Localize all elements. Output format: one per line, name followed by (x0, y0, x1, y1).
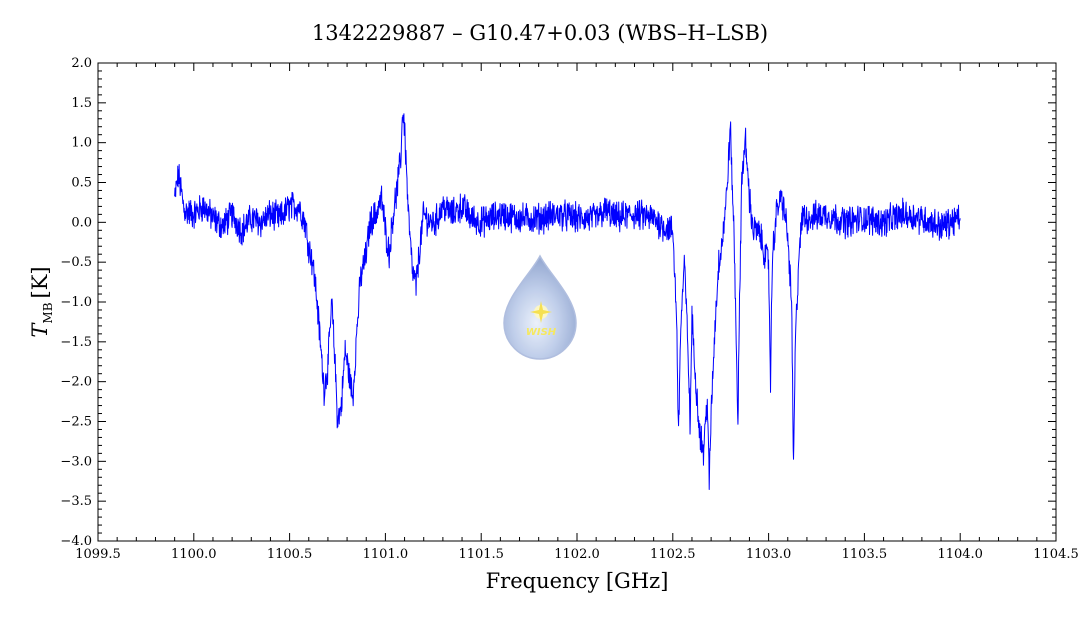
wish-logo-icon: WISH (503, 254, 577, 360)
series-group (174, 113, 961, 490)
x-axis-label: Frequency [GHz] (486, 569, 669, 593)
y-tick-label: −2.5 (60, 415, 92, 430)
x-tick-label: 1102.5 (650, 547, 696, 562)
y-tick-label: 0.0 (71, 215, 92, 230)
x-tick-label: 1104.5 (1033, 547, 1079, 562)
wish-logo-text: WISH (526, 327, 557, 338)
plot-frame (97, 62, 1057, 542)
svg-text:TMB[K]: TMB [K] (28, 266, 55, 337)
y-tick-label: 1.5 (71, 96, 92, 111)
series-line (174, 113, 961, 490)
y-tick-label: 1.0 (71, 136, 92, 151)
y-axis-label-main: T (28, 322, 52, 338)
y-tick-label: −2.0 (60, 375, 92, 390)
y-tick-label: −3.5 (60, 494, 92, 509)
x-tick-label: 1099.5 (75, 547, 121, 562)
x-tick-label: 1100.5 (267, 547, 313, 562)
x-tick-label: 1104.0 (937, 547, 983, 562)
y-axis-label-unit: [K] (28, 266, 52, 298)
x-tick-label: 1103.5 (842, 547, 888, 562)
y-tick-label: −1.0 (60, 295, 92, 310)
x-tick-label: 1103.0 (746, 547, 792, 562)
y-axis-label: TMB [K] (28, 266, 55, 337)
y-tick-label: −4.0 (60, 534, 92, 549)
x-tick-label: 1101.0 (363, 547, 409, 562)
y-tick-label: 2.0 (71, 56, 92, 71)
x-tick-label: 1100.0 (171, 547, 217, 562)
chart-title: 1342229887 – G10.47+0.03 (WBS–H–LSB) (312, 21, 768, 45)
y-tick-label: −1.5 (60, 335, 92, 350)
y-tick-label: −0.5 (60, 255, 92, 270)
x-axis: 1099.5 1100.0 1100.5 1101.0 1101.5 1102.0 1102… (75, 63, 1079, 562)
y-axis-label-sub: MB (41, 302, 55, 323)
x-tick-label: 1102.0 (554, 547, 600, 562)
x-tick-label: 1101.5 (458, 547, 504, 562)
y-axis: 2.0 1.5 1.0 0.5 0.0 −0.5 −1.0 −1.5 −2.0 −2.5 −3.0 −… (60, 56, 1056, 549)
y-tick-label: −3.0 (60, 454, 92, 469)
y-tick-label: 0.5 (71, 176, 92, 191)
